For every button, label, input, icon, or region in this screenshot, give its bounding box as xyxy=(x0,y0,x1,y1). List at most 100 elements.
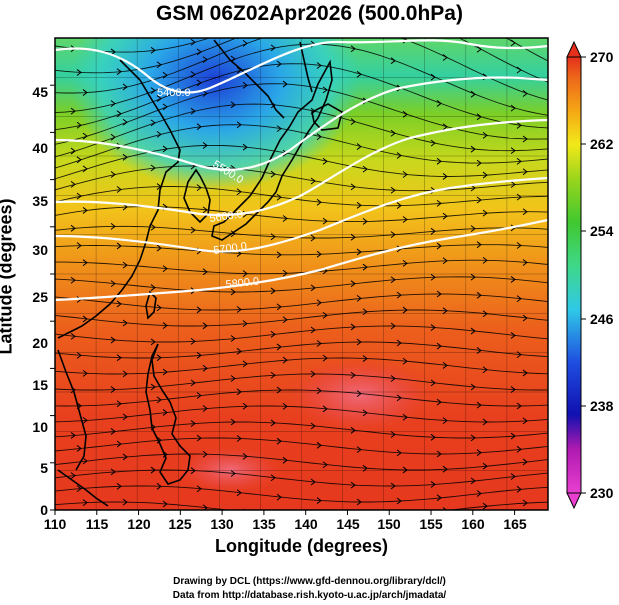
streamline-arrow xyxy=(162,71,168,79)
streamline-arrow xyxy=(442,417,448,425)
streamline-arrow xyxy=(482,502,488,510)
streamline-arrow xyxy=(442,362,448,369)
streamline-arrow xyxy=(482,310,488,318)
y-axis: 0 5 10 15 20 25 30 35 40 45 xyxy=(32,84,55,518)
streamline xyxy=(55,453,548,471)
coast-philippines xyxy=(145,343,191,485)
coast-borneo xyxy=(57,469,109,507)
coast-sakhalin xyxy=(299,41,313,93)
y-tick-label: 25 xyxy=(32,289,48,305)
streamline-arrow xyxy=(516,157,522,165)
streamline-arrow xyxy=(390,57,396,65)
streamline-arrow xyxy=(442,307,448,315)
streamline-arrow xyxy=(82,207,88,214)
streamline xyxy=(55,293,548,311)
streamline-arrow xyxy=(202,364,208,372)
streamline-arrow xyxy=(162,145,168,153)
streamline-arrow xyxy=(76,121,82,129)
streamline-arrow xyxy=(362,165,368,173)
streamline-arrow xyxy=(122,413,128,421)
streamline-arrow xyxy=(76,69,82,76)
streamline-arrow xyxy=(236,489,242,497)
streamline-arrow xyxy=(516,351,522,359)
streamline-arrow xyxy=(283,28,287,34)
streamline-arrow xyxy=(316,441,322,449)
streamline-arrow xyxy=(110,100,116,108)
streamline-arrow xyxy=(522,135,528,143)
streamline-arrow xyxy=(522,168,528,176)
streamline-arrow xyxy=(242,39,248,47)
streamline-arrow xyxy=(482,366,488,374)
streamline-arrow xyxy=(310,177,316,185)
contour-5500 xyxy=(55,76,548,171)
streamline xyxy=(55,309,548,327)
streamline-arrow xyxy=(310,478,316,486)
coast-indochina xyxy=(57,349,87,471)
x-tick-label: 145 xyxy=(336,516,360,532)
streamline-arrow xyxy=(70,276,76,284)
streamline-arrow xyxy=(150,164,156,172)
streamline-arrow xyxy=(402,306,408,314)
streamline-arrow xyxy=(276,125,282,133)
streamline-arrow xyxy=(196,351,202,359)
streamline-arrow xyxy=(82,315,88,323)
streamline-arrow xyxy=(156,244,162,252)
streamline-arrow xyxy=(202,405,208,412)
streamline-arrow xyxy=(202,450,208,458)
warm-core-region-south xyxy=(175,445,285,495)
streamline-arrow xyxy=(70,432,76,439)
streamline-arrow xyxy=(436,450,442,458)
streamline-arrow xyxy=(476,159,482,167)
streamline-arrow xyxy=(156,130,162,138)
coast-taiwan xyxy=(145,290,157,320)
streamline xyxy=(55,485,548,503)
colorbar-top-arrow xyxy=(566,40,582,58)
streamline-arrow xyxy=(202,90,208,97)
streamline-arrow xyxy=(310,234,316,242)
streamline-arrow xyxy=(110,280,116,288)
streamline-arrow xyxy=(476,45,482,53)
streamline xyxy=(55,501,548,510)
streamline-arrow xyxy=(356,446,362,454)
streamline-arrow xyxy=(516,122,522,129)
streamline-arrow xyxy=(396,152,402,159)
colorbar-label: 238 xyxy=(590,398,614,414)
streamline xyxy=(55,421,548,439)
credit-drawing: Drawing by DCL (https://www.gfd-dennou.o… xyxy=(173,576,446,587)
contour-5600 xyxy=(55,118,548,217)
streamline-arrow xyxy=(270,233,276,241)
streamline-arrow xyxy=(442,54,448,61)
streamline-arrow xyxy=(276,386,282,394)
streamline-arrow xyxy=(522,499,528,507)
streamline-arrow xyxy=(310,422,316,430)
streamline-arrow xyxy=(230,230,236,238)
streamline-arrow xyxy=(436,494,442,502)
streamline-arrow xyxy=(522,369,528,377)
streamline-arrow xyxy=(322,86,328,94)
streamline xyxy=(55,373,548,391)
streamline xyxy=(55,83,548,145)
streamline-arrow xyxy=(510,147,516,155)
streamline-arrow xyxy=(122,261,128,269)
streamline-arrow xyxy=(276,193,282,201)
y-tick-label: 0 xyxy=(40,502,48,518)
streamline-arrow xyxy=(430,433,436,441)
streamline-arrow xyxy=(470,383,476,391)
y-tick-label: 10 xyxy=(32,419,48,435)
streamline-arrow xyxy=(70,472,76,479)
streamline-arrow xyxy=(396,245,402,253)
streamline-arrow xyxy=(390,431,396,438)
streamline-arrow xyxy=(396,497,402,505)
credit-data-source: Data from http://database.rish.kyoto-u.a… xyxy=(172,590,447,601)
streamline-arrow xyxy=(82,89,88,96)
streamline-arrow xyxy=(436,199,442,207)
streamline-arrow xyxy=(476,449,482,457)
streamline-arrow xyxy=(230,418,236,426)
streamline-arrow xyxy=(390,231,396,239)
streamline-arrow xyxy=(116,68,122,76)
streamline-arrow xyxy=(116,110,122,118)
streamline-arrow xyxy=(196,434,202,442)
streamline-arrow xyxy=(110,428,116,435)
streamline-arrow xyxy=(436,342,442,350)
